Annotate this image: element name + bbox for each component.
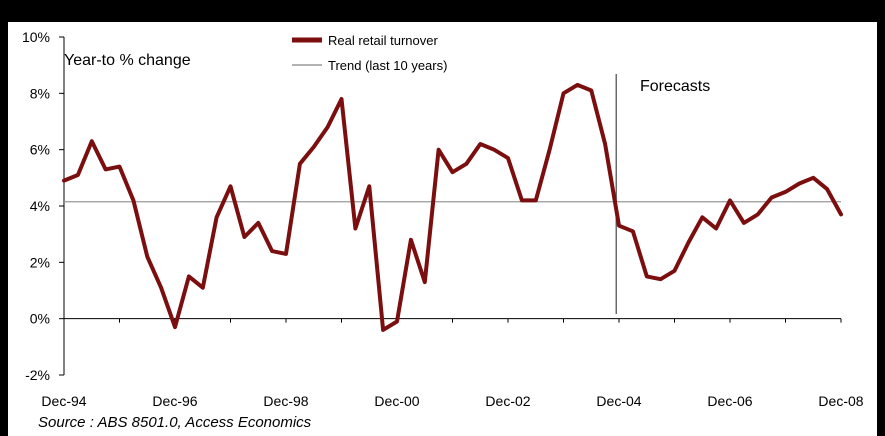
data-point (104, 168, 107, 171)
y-tick-label: 4% (30, 198, 50, 214)
x-tick-label: Dec-06 (707, 393, 752, 409)
data-point (76, 173, 80, 177)
y-tick-label: 8% (30, 85, 50, 101)
x-tick-label: Dec-00 (374, 393, 419, 409)
data-point (368, 185, 371, 188)
x-tick-label: Dec-02 (485, 393, 530, 409)
data-point (326, 125, 329, 129)
data-point (506, 156, 510, 160)
data-point (659, 278, 662, 281)
data-point (645, 275, 648, 278)
chart-frame: -2% 0% 2% 4% 6% 8% 10% Dec-94 Dec-96 Dec-98 Dec-00… (8, 22, 877, 436)
data-point (839, 213, 843, 216)
data-point (784, 190, 787, 194)
data-point (187, 275, 191, 278)
data-point (728, 199, 732, 202)
forecast-annotation: Forecasts (640, 78, 710, 95)
data-point (492, 148, 496, 151)
source-note: Source : ABS 8501.0, Access Economics (38, 414, 312, 431)
data-point (534, 199, 537, 202)
data-point (812, 176, 815, 180)
y-tick-label: 2% (30, 254, 50, 270)
data-point (409, 238, 413, 241)
y-annotation: Year-to % change (64, 52, 191, 69)
x-tick-label: Dec-04 (596, 393, 641, 409)
y-tick-label: 6% (30, 142, 50, 158)
data-point (465, 162, 468, 165)
x-tick-label: Dec-08 (818, 393, 863, 409)
x-tick-label: Dec-96 (152, 393, 197, 409)
y-tick-label: -2% (25, 367, 50, 383)
x-tick-label: Dec-98 (263, 393, 308, 409)
data-point (548, 148, 551, 151)
data-point (132, 199, 135, 202)
data-point (590, 89, 593, 92)
data-point (825, 187, 829, 191)
data-point (395, 320, 399, 323)
line-chart: -2% 0% 2% 4% 6% 8% 10% Dec-94 Dec-96 Dec-98 Dec-00… (22, 29, 864, 409)
data-point (381, 328, 385, 332)
data-point (201, 286, 204, 289)
data-point (215, 216, 218, 219)
data-point (742, 221, 746, 225)
data-point (118, 165, 121, 168)
data-point (340, 97, 343, 101)
data-point (756, 213, 759, 216)
data-point (159, 286, 163, 289)
data-point (770, 196, 773, 199)
data-point (631, 230, 635, 233)
data-point (479, 142, 482, 146)
data-point (229, 185, 232, 188)
data-point (284, 252, 288, 256)
legend-label-trend: Trend (last 10 years) (328, 58, 447, 73)
legend-label-real-retail: Real retail turnover (328, 33, 438, 48)
data-point (603, 142, 607, 146)
series-line-real-retail-turnover (62, 82, 843, 332)
data-point (714, 227, 718, 230)
data-point (243, 235, 246, 239)
data-point (298, 162, 302, 165)
data-point (62, 179, 66, 182)
legend: Real retail turnover Trend (last 10 year… (292, 33, 447, 73)
data-point (257, 221, 260, 225)
data-point (270, 249, 274, 253)
data-point (423, 280, 426, 284)
data-point (687, 241, 690, 244)
y-tick-label: 0% (30, 311, 50, 327)
data-point (354, 227, 357, 230)
data-point (576, 83, 579, 87)
x-tick-label: Dec-94 (41, 393, 86, 409)
data-point (312, 145, 315, 149)
data-point (451, 171, 454, 174)
data-point (701, 216, 704, 219)
data-point (617, 224, 621, 227)
data-point (173, 325, 177, 329)
data-point (673, 269, 676, 272)
data-point (146, 255, 149, 258)
data-point (437, 148, 440, 151)
data-point (520, 199, 524, 202)
data-point (90, 140, 93, 143)
data-point (562, 92, 565, 95)
data-point (798, 182, 801, 185)
y-tick-label: 10% (22, 29, 50, 45)
